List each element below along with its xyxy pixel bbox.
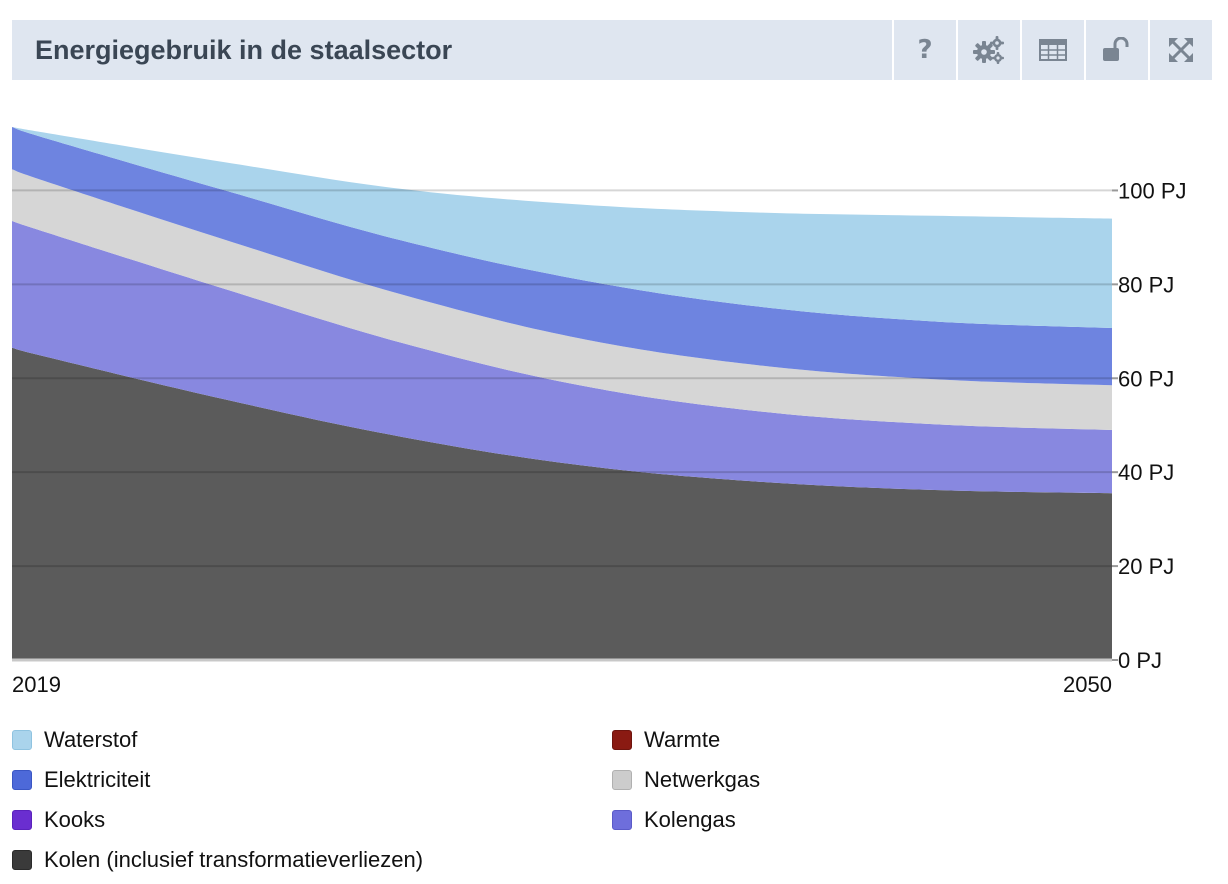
legend-item-kolengas[interactable]: Kolengas — [612, 806, 736, 834]
legend-label: Waterstof — [44, 727, 138, 752]
x-tick-label: 2019 — [12, 672, 61, 697]
y-tick-label: 20 PJ — [1118, 554, 1174, 579]
legend-item-elektriciteit[interactable]: Elektriciteit — [12, 766, 150, 794]
legend-item-waterstof[interactable]: Waterstof — [12, 726, 137, 754]
area-netwerkgas[interactable] — [12, 169, 1112, 430]
legend-swatch — [12, 770, 32, 790]
y-tick-label: 60 PJ — [1118, 366, 1174, 391]
legend-label: Kolen (inclusief transformatieverliezen) — [44, 847, 424, 872]
area-waterstof[interactable] — [12, 127, 1112, 329]
legend-item-warmte[interactable]: Warmte — [612, 726, 720, 754]
legend-item-kooks[interactable]: Kooks — [12, 806, 105, 834]
axes: 0 PJ 20 PJ 40 PJ 60 PJ 80 PJ 100 PJ 2019 2050 — [12, 178, 1187, 697]
y-tick-label: 80 PJ — [1118, 272, 1174, 297]
table-icon — [1039, 39, 1067, 61]
legend-swatch — [12, 850, 32, 870]
legend-label: Kooks — [44, 807, 106, 832]
area-series — [12, 127, 1112, 660]
legend-label: Warmte — [644, 727, 721, 752]
legend-swatch — [12, 810, 32, 830]
chart-toolbar: ? — [892, 20, 1212, 80]
legend-swatch — [612, 810, 632, 830]
y-tick-label: 40 PJ — [1118, 460, 1174, 485]
x-tick-label: 2050 — [1063, 672, 1112, 697]
area-kolengas[interactable] — [12, 220, 1112, 494]
expand-icon — [1169, 38, 1193, 62]
table-button[interactable] — [1020, 20, 1084, 80]
legend-label: Elektriciteit — [44, 767, 151, 792]
fullscreen-button[interactable] — [1148, 20, 1212, 80]
question-icon: ? — [917, 35, 933, 65]
gears-icon — [973, 36, 1004, 64]
settings-button[interactable] — [956, 20, 1020, 80]
lock-button[interactable] — [1084, 20, 1148, 80]
y-tick-label: 100 PJ — [1118, 178, 1187, 203]
legend-swatch — [612, 770, 632, 790]
unlock-icon — [1103, 37, 1129, 61]
legend-label: Netwerkgas — [644, 767, 761, 792]
area-kolen[interactable] — [12, 347, 1112, 660]
chart-title: Energiegebruik in de staalsector — [35, 34, 453, 65]
chart-header: Energiegebruik in de staalsector ? — [12, 20, 1212, 80]
y-tick-label: 0 PJ — [1118, 648, 1162, 673]
chart-legend: Waterstof Elektriciteit Kooks Kolen (inc… — [12, 726, 1212, 876]
legend-item-netwerkgas[interactable]: Netwerkgas — [612, 766, 760, 794]
legend-swatch — [12, 730, 32, 750]
area-elektriciteit[interactable] — [12, 127, 1112, 386]
legend-item-kolen[interactable]: Kolen (inclusief transformatieverliezen) — [12, 846, 423, 874]
help-button[interactable]: ? — [892, 20, 956, 80]
stacked-area-chart: 0 PJ 20 PJ 40 PJ 60 PJ 80 PJ 100 PJ 2019 2050 — [12, 127, 1187, 697]
legend-swatch — [612, 730, 632, 750]
legend-label: Kolengas — [644, 807, 736, 832]
